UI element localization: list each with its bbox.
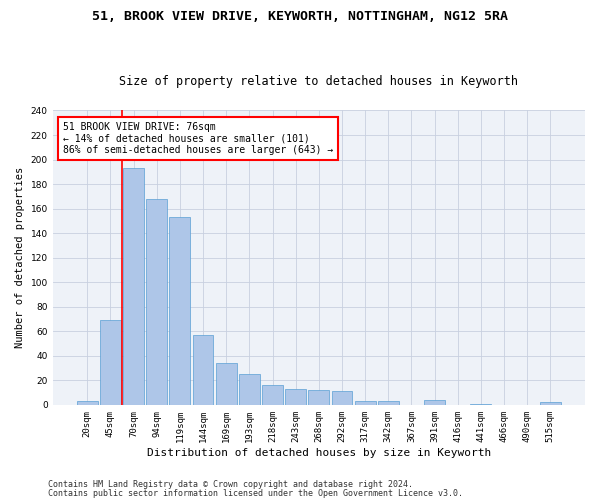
Bar [239, 374, 260, 405]
Bar [262, 385, 283, 405]
Bar [100, 320, 121, 405]
Y-axis label: Number of detached properties: Number of detached properties [15, 167, 25, 348]
Bar [123, 168, 144, 405]
Text: 51 BROOK VIEW DRIVE: 76sqm
← 14% of detached houses are smaller (101)
86% of sem: 51 BROOK VIEW DRIVE: 76sqm ← 14% of deta… [64, 122, 334, 156]
Title: Size of property relative to detached houses in Keyworth: Size of property relative to detached ho… [119, 76, 518, 88]
Bar [332, 392, 352, 405]
Bar [378, 401, 399, 405]
Text: Contains public sector information licensed under the Open Government Licence v3: Contains public sector information licen… [48, 489, 463, 498]
X-axis label: Distribution of detached houses by size in Keyworth: Distribution of detached houses by size … [147, 448, 491, 458]
Text: Contains HM Land Registry data © Crown copyright and database right 2024.: Contains HM Land Registry data © Crown c… [48, 480, 413, 489]
Bar [193, 335, 214, 405]
Bar [308, 390, 329, 405]
Bar [355, 401, 376, 405]
Bar [216, 363, 236, 405]
Bar [285, 389, 306, 405]
Bar [77, 401, 98, 405]
Bar [424, 400, 445, 405]
Bar [540, 402, 561, 405]
Bar [470, 404, 491, 405]
Bar [169, 217, 190, 405]
Text: 51, BROOK VIEW DRIVE, KEYWORTH, NOTTINGHAM, NG12 5RA: 51, BROOK VIEW DRIVE, KEYWORTH, NOTTINGH… [92, 10, 508, 23]
Bar [146, 199, 167, 405]
